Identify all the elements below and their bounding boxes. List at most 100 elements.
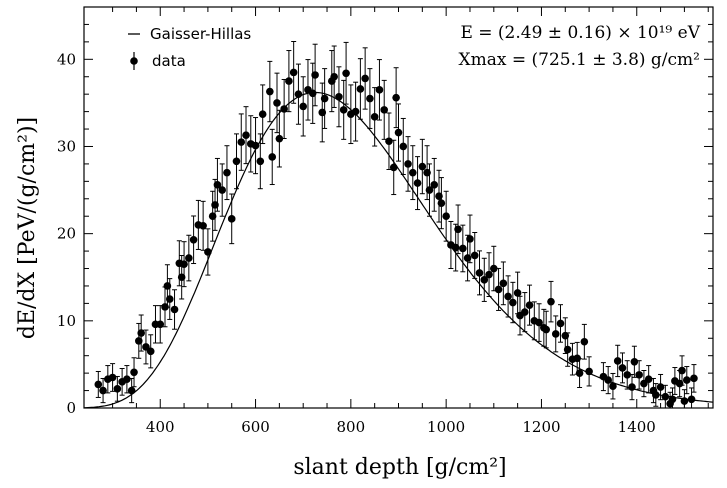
data-point bbox=[418, 162, 427, 171]
data-point bbox=[213, 181, 222, 189]
data-point bbox=[644, 375, 653, 384]
x-tick-label: 800 bbox=[337, 418, 366, 436]
data-point bbox=[394, 128, 403, 137]
data-point bbox=[227, 215, 236, 223]
data-point bbox=[375, 86, 384, 94]
data-point bbox=[385, 137, 393, 146]
data-point bbox=[604, 376, 612, 384]
data-point bbox=[330, 72, 338, 81]
data-point bbox=[442, 212, 450, 221]
data-point bbox=[485, 270, 493, 279]
data-point bbox=[661, 392, 670, 401]
data-point bbox=[668, 395, 677, 404]
data-point bbox=[268, 153, 277, 161]
data-point bbox=[413, 179, 422, 187]
x-tick-label: 1000 bbox=[427, 418, 465, 436]
data-point bbox=[430, 181, 439, 189]
data-point bbox=[470, 251, 479, 260]
data-point bbox=[232, 157, 241, 166]
data-point bbox=[113, 385, 122, 393]
data-point bbox=[678, 366, 686, 375]
data-point bbox=[542, 325, 551, 334]
data-point bbox=[687, 395, 696, 404]
data-point bbox=[490, 264, 498, 273]
data-point bbox=[266, 87, 274, 96]
data-point bbox=[635, 371, 643, 379]
data-point bbox=[320, 94, 329, 103]
data-point bbox=[342, 69, 350, 78]
data-point bbox=[94, 380, 103, 389]
data-point bbox=[563, 345, 572, 354]
data-point bbox=[280, 105, 288, 113]
data-point bbox=[547, 297, 555, 306]
data-point bbox=[380, 106, 389, 114]
xmax-annotation: Xmax = (725.1 ± 3.8) g/cm² bbox=[459, 50, 701, 70]
x-tick-label: 1400 bbox=[618, 418, 656, 436]
data-point bbox=[580, 337, 589, 346]
data-point bbox=[189, 235, 198, 244]
energy-annotation: E = (2.49 ± 0.16) × 10¹⁹ eV bbox=[460, 23, 700, 43]
data-point bbox=[454, 225, 462, 234]
data-point bbox=[623, 371, 632, 379]
legend-label-fit: Gaisser-Hillas bbox=[150, 25, 251, 43]
data-point bbox=[370, 113, 379, 121]
data-point bbox=[204, 248, 212, 256]
data-point bbox=[425, 186, 434, 194]
data-point bbox=[575, 369, 584, 377]
data-point bbox=[652, 391, 660, 399]
legend-label-data: data bbox=[152, 52, 186, 70]
data-point bbox=[494, 285, 503, 294]
legend-data-marker-icon bbox=[130, 57, 138, 65]
ticks-layer: 400 600 800 1000 1200 1400 0 10 20 30 40 bbox=[57, 6, 713, 436]
data-point bbox=[656, 383, 665, 391]
data-point bbox=[466, 235, 474, 243]
data-point bbox=[99, 386, 107, 395]
y-tick-label: 10 bbox=[57, 312, 76, 330]
data-point bbox=[275, 134, 284, 143]
data-point bbox=[123, 375, 131, 384]
data-point bbox=[630, 357, 639, 366]
data-point bbox=[525, 301, 534, 309]
data-point bbox=[285, 77, 293, 85]
data-point bbox=[137, 329, 145, 337]
data-point bbox=[237, 138, 246, 146]
data-point bbox=[609, 382, 617, 391]
data-point bbox=[551, 330, 560, 338]
data-point bbox=[251, 141, 260, 150]
data-point bbox=[356, 85, 365, 93]
data-point bbox=[366, 94, 374, 103]
data-point bbox=[408, 168, 417, 177]
x-axis-label: slant depth [g/cm²] bbox=[293, 455, 506, 480]
data-point bbox=[185, 254, 193, 262]
data-point bbox=[504, 292, 512, 301]
points-layer bbox=[94, 41, 698, 409]
data-point bbox=[170, 305, 179, 314]
data-point bbox=[680, 397, 689, 405]
data-point bbox=[399, 142, 408, 151]
data-point bbox=[256, 157, 265, 166]
data-point bbox=[618, 364, 627, 372]
data-point bbox=[585, 367, 593, 376]
data-point bbox=[475, 269, 484, 277]
y-tick-label: 20 bbox=[57, 225, 76, 243]
data-point bbox=[130, 368, 138, 377]
x-tick-label: 400 bbox=[146, 418, 175, 436]
data-point bbox=[480, 276, 489, 284]
y-tick-label: 30 bbox=[57, 137, 76, 155]
data-point bbox=[361, 74, 369, 83]
data-point bbox=[242, 131, 250, 139]
data-point bbox=[392, 93, 400, 102]
data-point bbox=[682, 376, 691, 384]
data-point bbox=[535, 318, 543, 327]
data-point bbox=[404, 160, 412, 168]
y-axis-label: dE/dX [PeV/(g/cm²)] bbox=[15, 117, 40, 339]
data-point bbox=[273, 99, 281, 107]
data-point bbox=[520, 308, 529, 316]
data-point bbox=[389, 163, 398, 172]
data-point bbox=[690, 374, 698, 383]
data-point bbox=[127, 386, 136, 395]
data-point bbox=[437, 199, 446, 207]
data-point bbox=[459, 244, 467, 253]
data-point bbox=[294, 90, 303, 98]
